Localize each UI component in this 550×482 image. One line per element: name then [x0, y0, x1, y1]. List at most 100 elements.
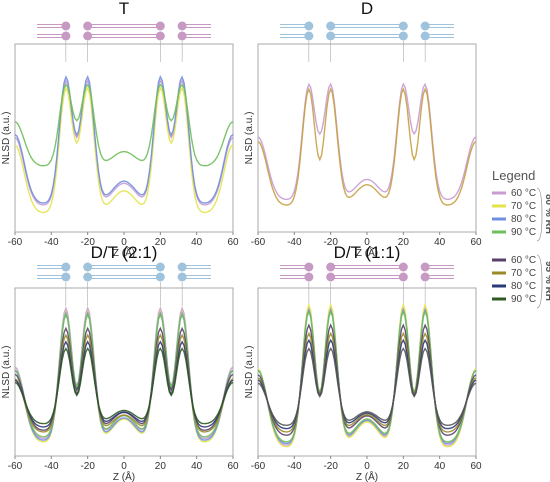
lipid-head — [61, 21, 71, 31]
lipid-head — [420, 272, 430, 282]
legend-item-label: 70 °C — [511, 268, 536, 279]
rh-group-label: 80 % RH — [543, 194, 550, 234]
panel-title: D/T (1:1) — [334, 243, 401, 262]
lipid-head — [155, 21, 165, 31]
x-axis-label: Z (Å) — [113, 246, 135, 259]
x-tick-label: 0 — [121, 237, 127, 248]
series-line-3 — [14, 83, 234, 167]
legend-item-label: 90 °C — [511, 294, 536, 305]
panel-0: T -60 -40 -20 0 20 40 60 Z (Å) NLSD (a.u.) — [1, 0, 239, 259]
legend-title: Legend — [492, 168, 535, 183]
legend-brace — [536, 254, 543, 309]
panel-3: D/T (1:1) -60 -40 -20 0 20 40 60 Z (Å) NLSD (a.u.… — [244, 243, 482, 482]
y-axis-label: NLSD (a.u.) — [1, 346, 12, 399]
series-line-2 — [14, 310, 234, 441]
x-tick-label: -60 — [251, 461, 266, 472]
x-tick-label: -60 — [251, 237, 266, 248]
lipid-head — [83, 31, 93, 41]
x-tick-label: 60 — [227, 237, 239, 248]
lipid-head — [420, 21, 430, 31]
x-tick-label: -20 — [323, 237, 338, 248]
legend-item-label: 60 °C — [511, 188, 536, 199]
x-tick-label: 20 — [155, 237, 167, 248]
series-line-4 — [257, 323, 477, 436]
bilayer-schematic — [37, 262, 211, 306]
y-axis-label: NLSD (a.u.) — [244, 112, 255, 165]
lipid-head — [61, 272, 71, 282]
lipid-head — [83, 272, 93, 282]
x-tick-label: 60 — [470, 461, 482, 472]
lipid-head — [83, 262, 93, 272]
series-line-0 — [257, 82, 477, 200]
x-tick-label: 20 — [398, 461, 410, 472]
series-line-7 — [14, 347, 234, 425]
lipid-head — [398, 21, 408, 31]
lipid-head — [177, 272, 187, 282]
lipid-head — [155, 31, 165, 41]
lipid-head — [398, 272, 408, 282]
x-tick-label: -40 — [44, 461, 59, 472]
x-axis-label: Z (Å) — [356, 246, 378, 259]
series-line-0 — [14, 78, 234, 206]
series-line-1 — [257, 87, 477, 206]
x-tick-label: -40 — [44, 237, 59, 248]
x-axis-label: Z (Å) — [113, 470, 135, 482]
lipid-head — [398, 262, 408, 272]
legend-item-label: 70 °C — [511, 201, 536, 212]
panel-1: D -60 -40 -20 0 20 40 60 Z (Å) NLSD (a.u.) — [244, 0, 482, 259]
x-tick-label: -60 — [8, 237, 23, 248]
x-tick-label: 40 — [191, 237, 203, 248]
x-tick-label: 0 — [364, 237, 370, 248]
x-tick-label: 40 — [191, 461, 203, 472]
series-line-5 — [14, 333, 234, 433]
lipid-head — [326, 31, 336, 41]
lipid-head — [304, 272, 314, 282]
y-axis-label: NLSD (a.u.) — [244, 346, 255, 399]
x-axis-label: Z (Å) — [356, 470, 378, 482]
lipid-head — [177, 31, 187, 41]
x-tick-label: -20 — [80, 461, 95, 472]
lipid-head — [177, 21, 187, 31]
x-tick-label: -60 — [8, 461, 23, 472]
y-axis-label: NLSD (a.u.) — [1, 112, 12, 165]
lipid-head — [177, 262, 187, 272]
x-tick-label: 60 — [470, 237, 482, 248]
legend-item-label: 80 °C — [511, 281, 536, 292]
lipid-head — [61, 262, 71, 272]
legend-item-label: 90 °C — [511, 227, 536, 238]
x-tick-label: -20 — [323, 461, 338, 472]
series-line-7 — [257, 347, 477, 427]
bilayer-schematic — [37, 21, 211, 62]
lipid-head — [398, 31, 408, 41]
x-tick-label: -40 — [287, 461, 302, 472]
x-tick-label: 20 — [155, 461, 167, 472]
panel-title: T — [119, 0, 129, 18]
series-line-1 — [14, 86, 234, 214]
lipid-head — [304, 262, 314, 272]
lipid-head — [83, 21, 93, 31]
legend-item-label: 60 °C — [511, 255, 536, 266]
x-tick-label: -20 — [80, 237, 95, 248]
panel-title: D/T (2:1) — [91, 243, 158, 262]
x-tick-label: 60 — [227, 461, 239, 472]
legend-brace — [536, 187, 543, 242]
x-tick-label: 0 — [121, 461, 127, 472]
series-line-2 — [14, 74, 234, 204]
lipid-head — [304, 21, 314, 31]
series-line-5 — [257, 331, 477, 433]
lipid-head — [326, 262, 336, 272]
series-line-3 — [257, 309, 477, 443]
legend: Legend 60 °C 70 °C 80 °C 90 °C 80 % RH 60 °C 70… — [492, 168, 550, 309]
lipid-head — [326, 21, 336, 31]
x-tick-label: -40 — [287, 237, 302, 248]
series-line-6 — [257, 338, 477, 430]
panel-title: D — [361, 0, 373, 18]
lipid-head — [420, 262, 430, 272]
legend-item-label: 80 °C — [511, 214, 536, 225]
x-tick-label: 0 — [364, 461, 370, 472]
lipid-head — [155, 272, 165, 282]
series-line-6 — [14, 340, 234, 428]
panels: T -60 -40 -20 0 20 40 60 Z (Å) NLSD (a.u.) D -60 -40… — [1, 0, 482, 482]
bilayer-schematic — [280, 262, 454, 306]
